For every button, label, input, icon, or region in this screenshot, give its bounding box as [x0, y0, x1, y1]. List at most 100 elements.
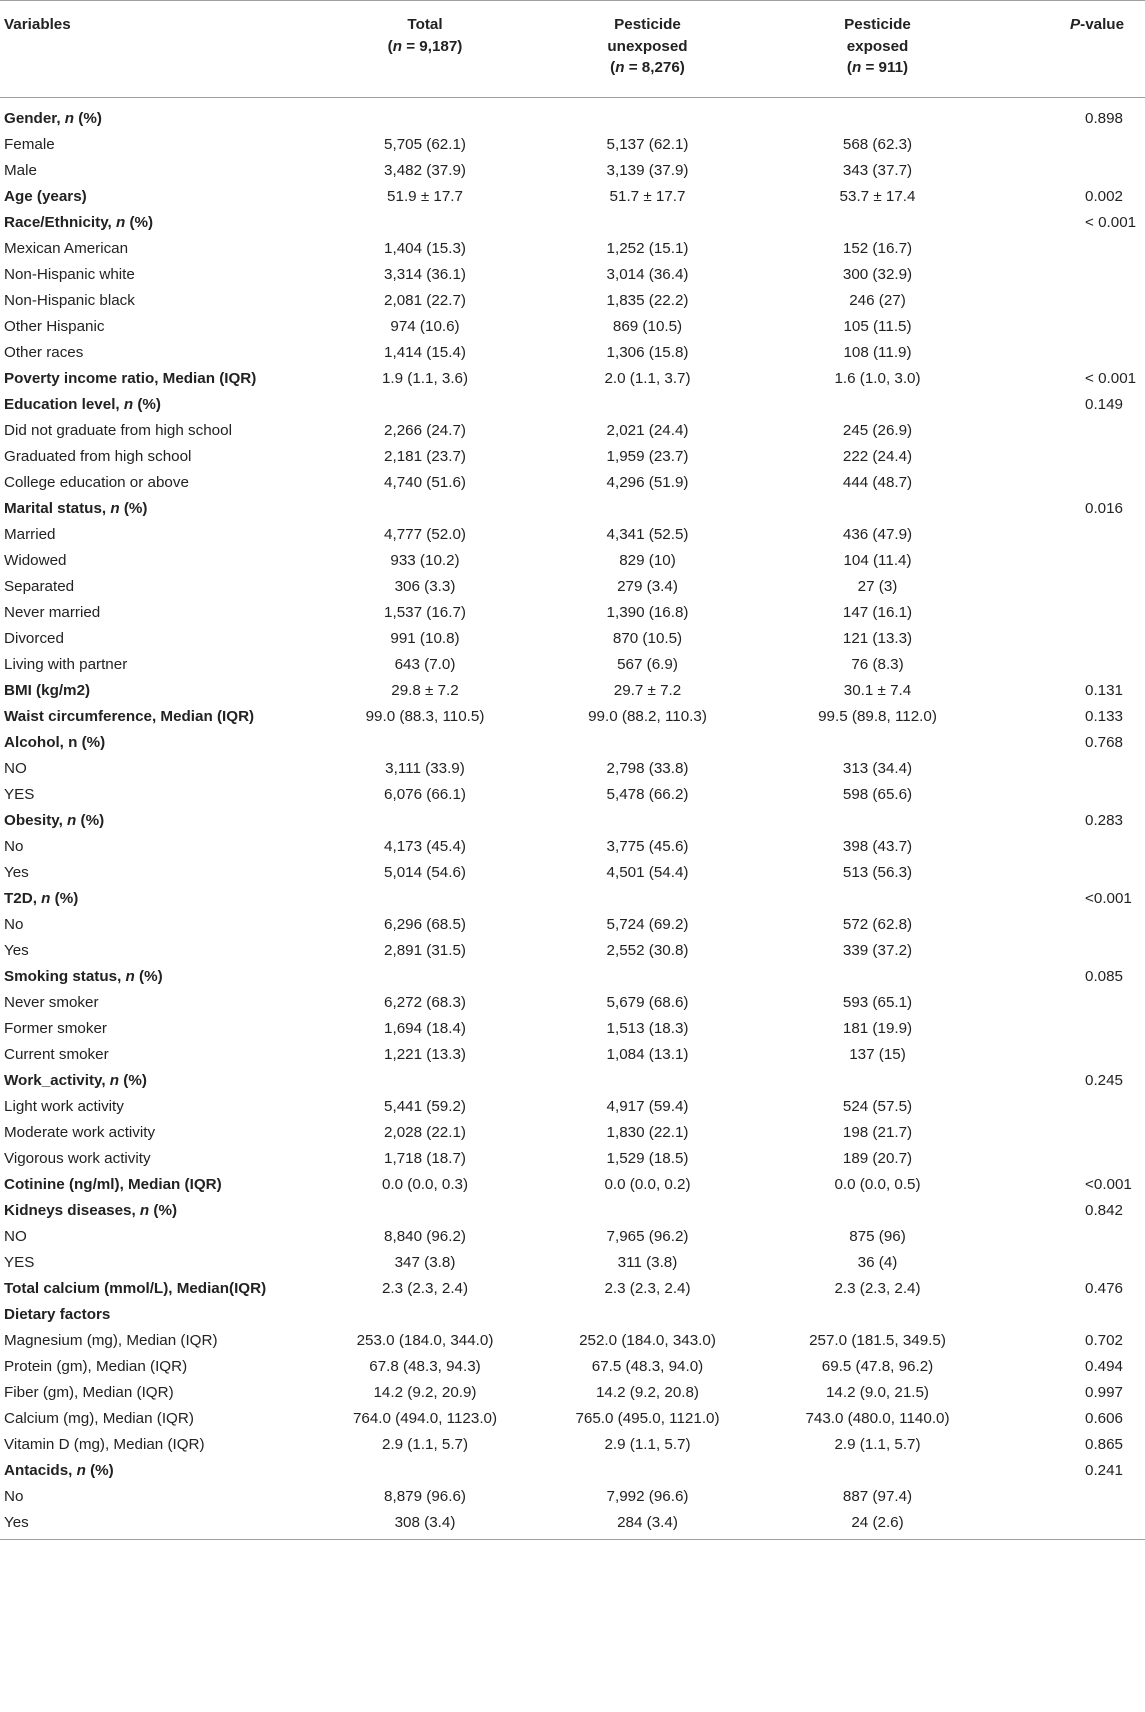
cell-unexposed: 3,775 (45.6)	[606, 837, 689, 855]
cell-pvalue	[985, 131, 1145, 157]
cell-pvalue	[985, 859, 1145, 885]
cell-total: 1,221 (13.3)	[384, 1045, 466, 1063]
table-row: Current smoker 1,221 (13.3) 1,084 (13.1) 13…	[0, 1041, 1145, 1067]
cell-total: 6,296 (68.5)	[384, 915, 466, 933]
cell-exposed: 152 (16.7)	[842, 239, 913, 257]
cell-unexposed: 1,529 (18.5)	[606, 1149, 689, 1167]
cell-total	[325, 495, 525, 521]
cell-unexposed: 1,959 (23.7)	[606, 447, 689, 465]
cell-total: 51.9 ± 17.7	[387, 187, 463, 205]
table-row: NO 8,840 (96.2) 7,965 (96.2) 875 (96)	[0, 1223, 1145, 1249]
cell-pvalue: 0.133	[1085, 707, 1124, 725]
cell-exposed: 572 (62.8)	[842, 915, 913, 933]
cell-total: 1,718 (18.7)	[384, 1149, 466, 1167]
row-label: NO	[4, 759, 27, 777]
cell-total: 14.2 (9.2, 20.9)	[373, 1383, 477, 1401]
table-row: Vigorous work activity 1,718 (18.7) 1,529 …	[0, 1145, 1145, 1171]
cell-exposed: 14.2 (9.0, 21.5)	[825, 1383, 929, 1401]
cell-pvalue	[985, 1015, 1145, 1041]
row-label: Smoking status, n (%)	[4, 967, 163, 985]
row-label: Non-Hispanic white	[4, 265, 135, 283]
cell-pvalue: <0.001	[1085, 889, 1132, 907]
row-label: Other Hispanic	[4, 317, 105, 335]
cell-pvalue	[985, 911, 1145, 937]
cell-pvalue: < 0.001	[1085, 369, 1137, 387]
cell-pvalue: 0.002	[1085, 187, 1124, 205]
table-row: YES 347 (3.8) 311 (3.8) 36 (4)	[0, 1249, 1145, 1275]
cell-exposed	[770, 97, 985, 131]
cell-unexposed: 869 (10.5)	[612, 317, 683, 335]
header-variables: Variables	[4, 16, 71, 33]
cell-total: 3,111 (33.9)	[385, 759, 465, 777]
cell-unexposed: 4,917 (59.4)	[606, 1097, 689, 1115]
row-label: Calcium (mg), Median (IQR)	[4, 1409, 194, 1427]
cell-exposed: 2.3 (2.3, 2.4)	[834, 1279, 921, 1297]
cell-unexposed: 279 (3.4)	[617, 577, 678, 595]
cell-unexposed: 3,139 (37.9)	[606, 161, 689, 179]
cell-exposed: 24 (2.6)	[851, 1513, 904, 1531]
table-row: Age (years) 51.9 ± 17.7 51.7 ± 17.7 53.7 ± …	[0, 183, 1145, 209]
row-label: College education or above	[4, 473, 189, 491]
cell-total	[325, 885, 525, 911]
cell-total: 643 (7.0)	[394, 655, 456, 673]
cell-pvalue	[985, 781, 1145, 807]
cell-total: 5,441 (59.2)	[384, 1097, 466, 1115]
cell-total	[325, 209, 525, 235]
cell-pvalue	[985, 1301, 1145, 1327]
cell-pvalue	[985, 287, 1145, 313]
cell-total: 3,482 (37.9)	[384, 161, 466, 179]
cell-unexposed	[525, 885, 770, 911]
cell-pvalue	[985, 937, 1145, 963]
row-label: Separated	[4, 577, 75, 595]
header-unexposed-line2: unexposed	[607, 37, 688, 55]
cell-total	[325, 729, 525, 755]
header-exposed-line3: (n = 911)	[846, 59, 909, 76]
cell-pvalue	[985, 1093, 1145, 1119]
cell-pvalue	[985, 1041, 1145, 1067]
cell-total: 308 (3.4)	[394, 1513, 456, 1531]
table-row: Female 5,705 (62.1) 5,137 (62.1) 568 (62.3)	[0, 131, 1145, 157]
cell-unexposed	[525, 1301, 770, 1327]
cell-exposed	[770, 209, 985, 235]
cell-unexposed: 2.0 (1.1, 3.7)	[604, 369, 691, 387]
header-unexposed-line3: (n = 8,276)	[610, 59, 685, 76]
cell-pvalue	[985, 443, 1145, 469]
row-label: Former smoker	[4, 1019, 107, 1037]
table-row: Magnesium (mg), Median (IQR) 253.0 (184.0…	[0, 1327, 1145, 1353]
cell-pvalue	[985, 1509, 1145, 1539]
cell-exposed: 513 (56.3)	[842, 863, 913, 881]
cell-exposed: 222 (24.4)	[842, 447, 913, 465]
cell-total: 5,705 (62.1)	[384, 135, 466, 153]
row-label: BMI (kg/m2)	[4, 681, 91, 699]
table-row: Poverty income ratio, Median (IQR) 1.9 (1…	[0, 365, 1145, 391]
row-label: Vitamin D (mg), Median (IQR)	[4, 1435, 205, 1453]
cell-pvalue	[985, 573, 1145, 599]
cell-exposed: 568 (62.3)	[842, 135, 913, 153]
cell-unexposed: 4,341 (52.5)	[606, 525, 689, 543]
table-row: Married 4,777 (52.0) 4,341 (52.5) 436 (47.9…	[0, 521, 1145, 547]
row-label: Male	[4, 161, 37, 179]
table-row: Dietary factors	[0, 1301, 1145, 1327]
cell-total: 933 (10.2)	[390, 551, 460, 569]
cell-pvalue	[985, 157, 1145, 183]
cell-pvalue	[985, 1249, 1145, 1275]
table-row: Moderate work activity 2,028 (22.1) 1,830 …	[0, 1119, 1145, 1145]
cell-pvalue	[985, 833, 1145, 859]
cell-total: 1.9 (1.1, 3.6)	[381, 369, 469, 387]
cell-exposed	[770, 391, 985, 417]
table-row: Did not graduate from high school 2,266 (…	[0, 417, 1145, 443]
cell-total	[325, 1197, 525, 1223]
row-label: Yes	[4, 863, 29, 881]
cell-unexposed	[525, 97, 770, 131]
cell-unexposed: 67.5 (48.3, 94.0)	[591, 1357, 704, 1375]
table-row: Yes 308 (3.4) 284 (3.4) 24 (2.6)	[0, 1509, 1145, 1540]
cell-exposed	[770, 1301, 985, 1327]
cell-exposed: 875 (96)	[849, 1227, 906, 1245]
cell-total: 8,840 (96.2)	[384, 1227, 466, 1245]
cell-exposed	[770, 495, 985, 521]
cell-unexposed: 829 (10)	[619, 551, 676, 569]
row-label: Total calcium (mmol/L), Median(IQR)	[4, 1279, 267, 1297]
header-unexposed: Pesticide unexposed (n = 8,276)	[525, 1, 770, 98]
cell-total: 4,740 (51.6)	[384, 473, 466, 491]
row-label: Other races	[4, 343, 84, 361]
